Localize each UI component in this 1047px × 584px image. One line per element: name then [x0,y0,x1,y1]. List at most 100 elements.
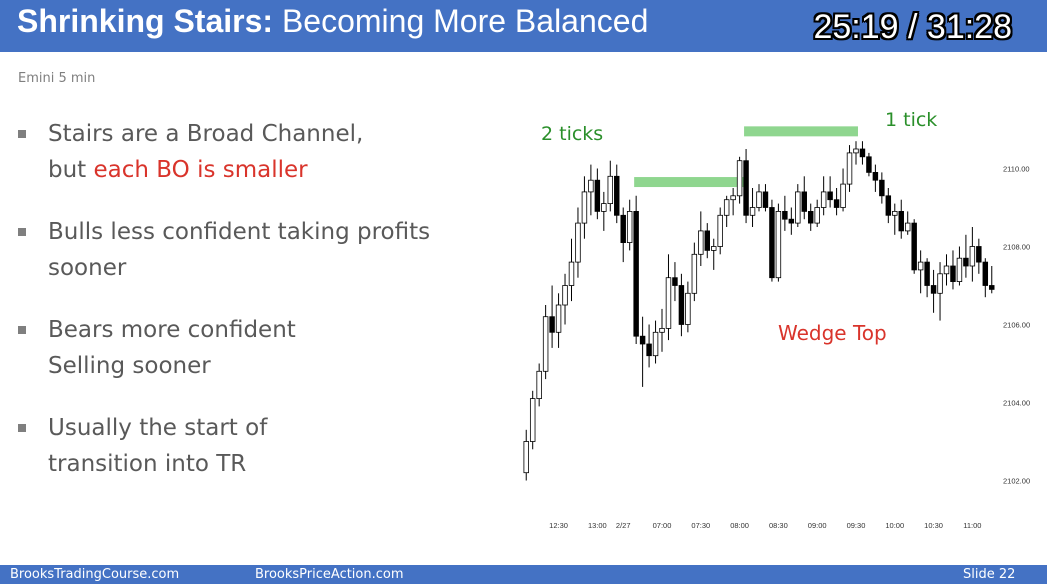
y-tick-label: 2102.00 [1003,477,1030,486]
bullet-item: Stairs are a Broad Channel, but each BO i… [18,116,488,188]
bear-candle [633,211,639,337]
slide-title-bold: Shrinking Stairs: [17,3,274,39]
slide-number: Slide 22 [963,567,1016,582]
bull-candle [723,199,730,216]
bullet-item: Usually the start of transition into TR [18,410,488,482]
bull-candle [601,203,607,212]
x-tick-label: 08:00 [730,521,749,530]
bull-candle [691,253,698,294]
bull-candle [607,175,614,205]
bear-candle [620,214,626,244]
one-tick-highlight [744,126,858,137]
slide-title-rest: Becoming More Balanced [273,3,649,39]
bear-candle [833,199,840,208]
bull-candle [736,160,743,197]
bull-candle [562,285,568,306]
y-tick-label: 2106.00 [1003,321,1030,330]
x-tick-label: 2/27 [616,521,631,530]
bear-candle [879,179,885,197]
bullet-text: Bears more confident [48,317,296,343]
bull-candle [814,207,820,224]
wedge-top-label: Wedge Top [778,321,887,345]
bear-candle [898,211,904,232]
bear-candle [639,335,646,345]
bear-candle [976,246,982,263]
bull-candle [659,327,665,333]
bear-candle [549,316,555,333]
bull-candle [756,191,762,208]
bull-candle [917,261,924,271]
x-tick-label: 07:00 [653,521,672,530]
bear-candle [678,285,685,325]
bullet-text: Stairs are a Broad Channel, [48,121,364,147]
bull-candle [588,179,594,193]
two-ticks-label: 2 ticks [541,123,603,145]
bullet-marker [18,228,26,236]
bear-candle [646,343,652,357]
bear-candle [672,277,678,286]
bear-candle [989,285,995,290]
bull-candle [626,211,633,244]
bear-candle [950,265,956,283]
bullet-highlight-text: each BO is smaller [93,157,308,183]
bull-candle [536,370,542,399]
bear-candle [788,218,795,224]
bull-candle [730,195,736,201]
x-tick-label: 10:30 [924,521,943,530]
bear-candle [885,195,892,216]
bear-candle [911,222,917,271]
bull-candle [523,441,529,474]
bull-candle [749,207,756,216]
bull-candle [652,331,659,357]
bull-candle [529,398,536,442]
bear-candle [866,156,872,173]
x-tick-label: 10:00 [885,521,904,530]
y-tick-label: 2110.00 [1003,165,1030,174]
footer-left-link[interactable]: BrooksTradingCourse.com [10,567,180,582]
bull-candle [853,148,859,154]
bull-candle [775,211,782,279]
bear-candle [807,211,814,224]
bull-candle [581,191,588,224]
bear-candle [769,207,775,279]
bullet-text: but [48,157,94,183]
footer-bar: BrooksTradingCourse.com BrooksPriceActio… [0,565,1047,584]
bull-candle [568,261,575,286]
x-tick-label: 12:30 [549,521,568,530]
bear-candle [930,285,937,294]
bear-candle [743,160,749,216]
bullet-marker [18,424,26,432]
two-tick-highlight [634,177,749,188]
slide-title: Shrinking Stairs: Becoming More Balanced [17,3,648,40]
bear-candle [963,257,969,267]
bull-candle [904,222,911,232]
footer-center-link[interactable]: BrooksPriceAction.com [255,567,404,582]
bear-candle [872,172,879,181]
bull-candle [665,277,672,329]
bear-candle [614,175,620,216]
bullet-list: Stairs are a Broad Channel, but each BO i… [18,116,488,508]
bull-candle [698,230,704,255]
x-tick-label: 08:30 [769,521,788,530]
price-chart: 2102.00 2104.00 2106.00 2108.00 2110.00 12:30… [523,109,1030,530]
bull-candle [892,211,898,216]
bullet-text: Selling sooner [48,353,211,379]
x-tick-label: 09:00 [808,521,827,530]
bull-candle [555,304,562,333]
bull-candle [795,191,801,224]
y-tick-label: 2108.00 [1003,243,1030,252]
bear-candle [782,211,788,220]
bear-candle [594,179,601,212]
bullet-item: Bears more confident Selling sooner [18,312,488,384]
bullet-text: Usually the start of [48,415,268,441]
one-tick-label: 1 tick [885,109,937,131]
bullet-text: transition into TR [48,451,247,477]
x-tick-label: 13:00 [588,521,607,530]
bull-candle [840,183,846,208]
bull-candle [956,257,963,282]
bull-candle [685,292,691,325]
bull-candle [820,191,827,208]
bear-candle [704,230,711,251]
bear-candle [762,191,769,208]
video-timer: 25:19 / 31:28 [813,8,1012,46]
